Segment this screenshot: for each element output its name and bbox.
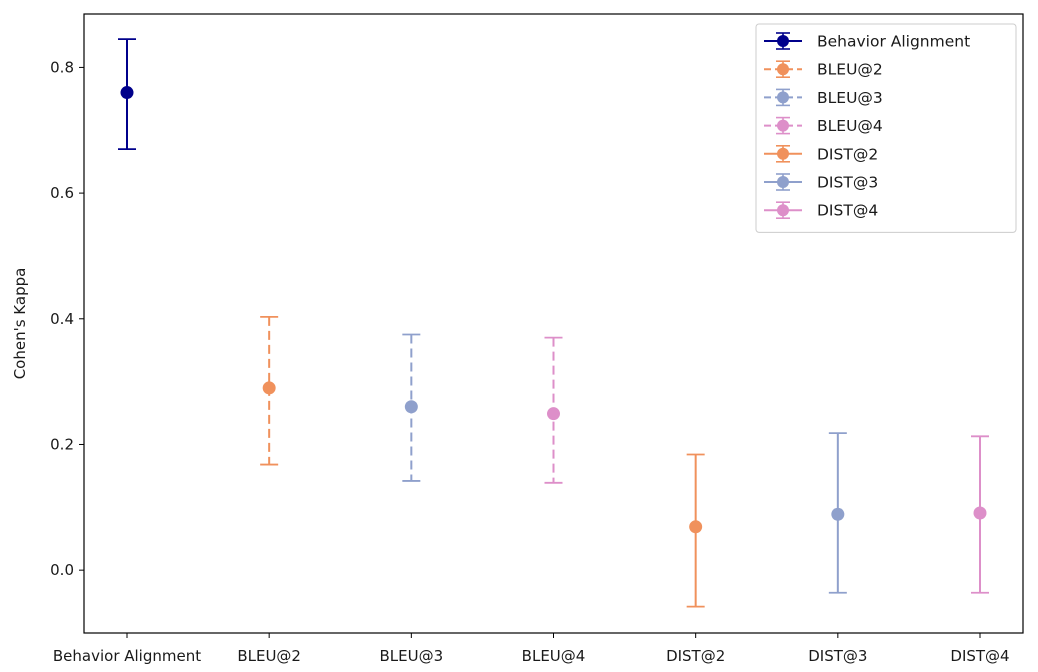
legend-marker <box>777 91 789 104</box>
errorbar-dist-3 <box>828 432 847 594</box>
legend-label: BLEU@3 <box>817 89 883 107</box>
data-point <box>404 400 418 414</box>
legend-entry: BLEU@2 <box>764 60 883 79</box>
legend-box <box>755 23 1017 233</box>
legend-marker <box>777 35 789 47</box>
y-tick-label: 0.2 <box>50 435 74 453</box>
y-tick-label: 0.6 <box>50 184 74 202</box>
data-point <box>689 520 703 534</box>
legend-label: Behavior Alignment <box>817 33 970 51</box>
data-point <box>120 86 134 100</box>
data-point <box>973 506 987 520</box>
plot-marks <box>118 38 989 608</box>
legend-marker <box>777 119 789 132</box>
legend-label: BLEU@2 <box>817 61 883 79</box>
y-axis: 0.0 0.2 0.4 0.6 0.8 <box>50 58 84 579</box>
errorbar-behavior-alignment <box>118 38 136 151</box>
legend-marker <box>777 204 789 217</box>
data-point <box>547 407 560 421</box>
y-tick-label: 0.0 <box>50 561 74 579</box>
x-tick-label: DIST@4 <box>950 647 1009 665</box>
errorbar-dist-2 <box>686 453 705 608</box>
errorbar-bleu-3 <box>402 333 421 482</box>
legend-marker <box>777 147 789 160</box>
legend-marker <box>777 176 789 188</box>
errorbar-dist-4 <box>971 435 989 594</box>
x-tick-label: DIST@3 <box>808 647 867 665</box>
data-point <box>831 507 845 521</box>
x-tick-label: BLEU@3 <box>380 647 444 665</box>
legend-entry: BLEU@3 <box>764 88 883 107</box>
legend-entry: BLEU@4 <box>764 116 883 135</box>
legend-entry: Behavior Alignment <box>764 32 970 51</box>
y-tick-label: 0.8 <box>50 58 74 76</box>
legend-entry: DIST@2 <box>764 145 878 163</box>
legend: Behavior Alignment BLEU@2 BLEU@3 BLEU@4 DIST… <box>755 23 1017 233</box>
errorbar-bleu-2 <box>260 316 279 466</box>
legend-entry: DIST@3 <box>764 173 878 192</box>
legend-label: DIST@4 <box>817 202 878 220</box>
errorbar-bleu-4 <box>544 336 563 484</box>
x-tick-label: DIST@2 <box>666 647 725 665</box>
x-tick-label: BLEU@4 <box>522 647 586 665</box>
y-tick-label: 0.4 <box>50 310 74 328</box>
legend-label: DIST@3 <box>817 174 878 192</box>
legend-label: DIST@2 <box>817 145 878 163</box>
legend-label: BLEU@4 <box>817 117 883 135</box>
y-axis-title: Cohen's Kappa <box>11 268 29 380</box>
x-tick-label: BLEU@2 <box>237 647 301 665</box>
x-axis: Behavior Alignment BLEU@2 BLEU@3 BLEU@4 DIST… <box>53 633 1010 665</box>
data-point <box>262 381 276 395</box>
legend-entry: DIST@4 <box>764 201 878 220</box>
legend-marker <box>777 63 789 76</box>
x-tick-label: Behavior Alignment <box>53 647 201 665</box>
